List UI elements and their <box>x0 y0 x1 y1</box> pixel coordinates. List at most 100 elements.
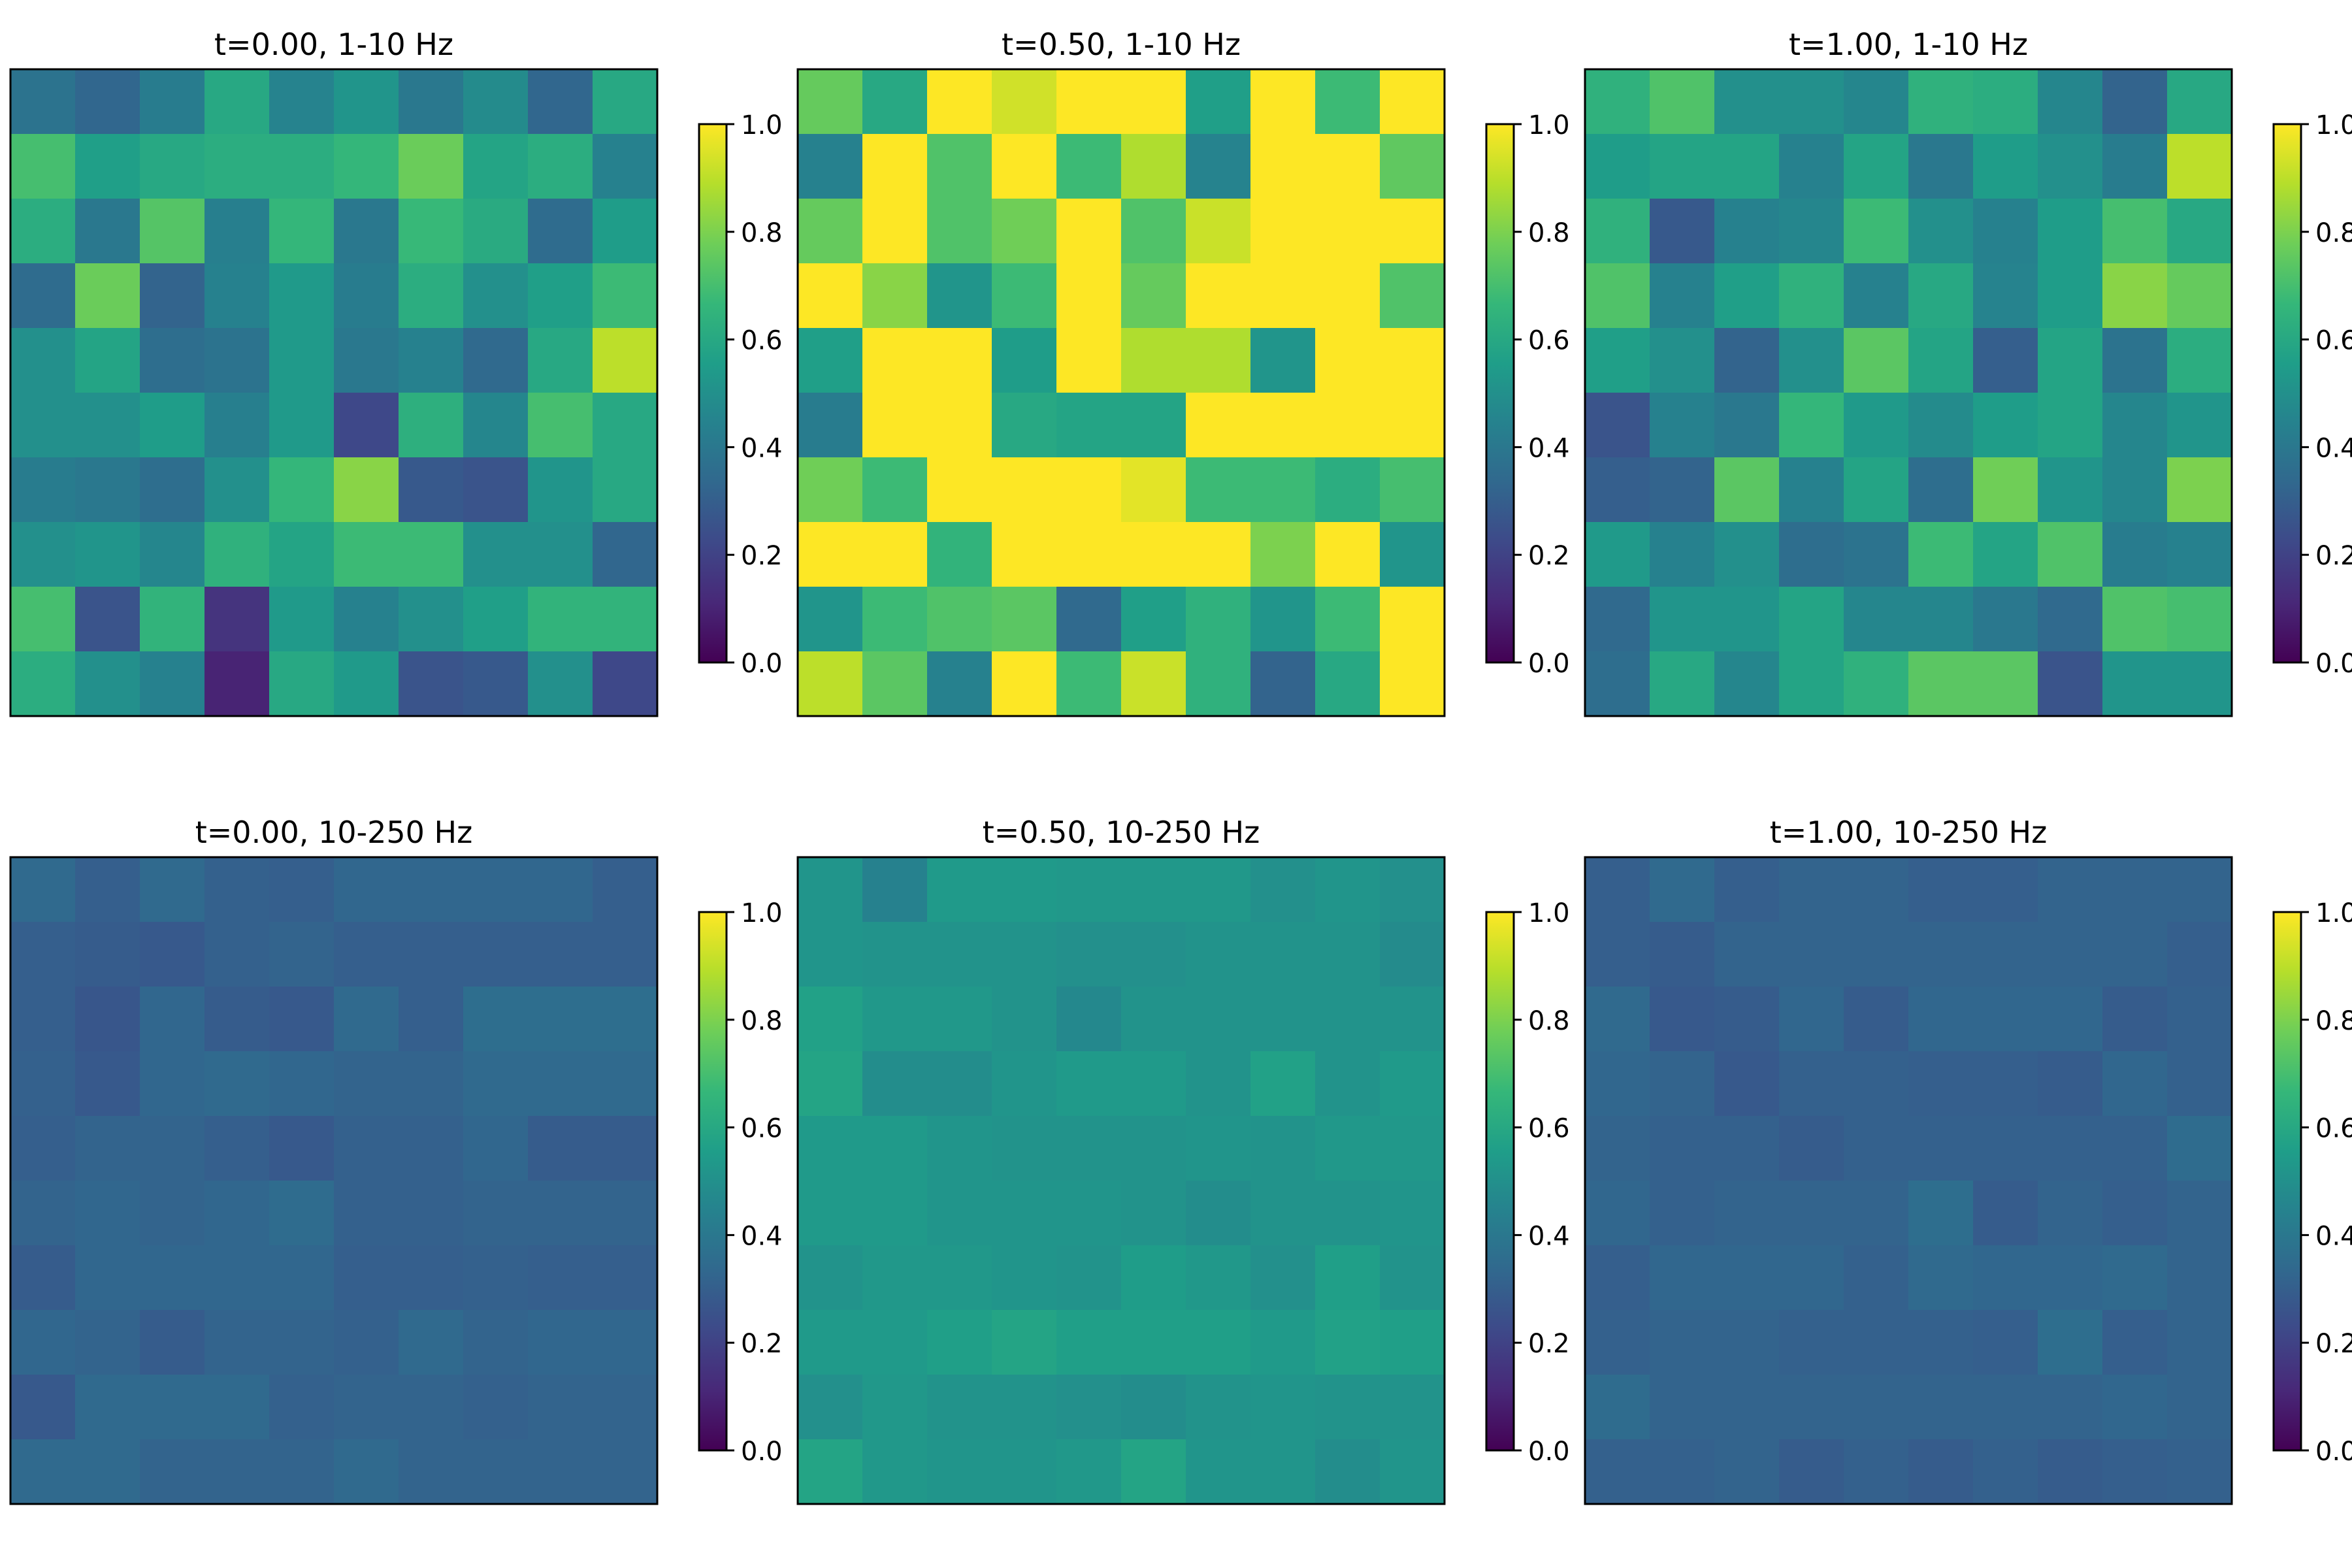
heatmap-cell <box>1714 1116 1780 1181</box>
heatmap-cell <box>1186 1310 1251 1375</box>
heatmap-cell <box>1315 522 1380 587</box>
heatmap-cell <box>2102 393 2168 458</box>
heatmap-cell <box>1779 199 1844 264</box>
heatmap-cell <box>1121 522 1186 587</box>
heatmap-cell <box>992 1375 1057 1440</box>
heatmap-cell <box>140 1310 205 1375</box>
heatmap-cell <box>593 393 658 458</box>
heatmap-cell <box>1585 1245 1650 1311</box>
heatmap-cell <box>1650 328 1715 393</box>
heatmap-cell <box>1315 1310 1380 1375</box>
heatmap-cell <box>1779 987 1844 1052</box>
heatmap-cell <box>2038 922 2103 987</box>
heatmap-cell <box>862 1375 928 1440</box>
heatmap-cell <box>798 263 863 329</box>
heatmap-cell <box>75 522 140 587</box>
heatmap-cell <box>75 987 140 1052</box>
heatmap-cell <box>1315 393 1380 458</box>
heatmap-cell <box>1315 457 1380 523</box>
heatmap-cell <box>334 1051 399 1117</box>
heatmap-cell <box>140 922 205 987</box>
heatmap-cell <box>1315 328 1380 393</box>
heatmap-cell <box>204 328 270 393</box>
heatmap-cell <box>140 134 205 199</box>
heatmap-cell <box>798 1116 863 1181</box>
heatmap-cell <box>593 522 658 587</box>
heatmap-cell <box>2102 457 2168 523</box>
heatmap-cell <box>399 1245 464 1311</box>
heatmap-cell <box>1380 393 1445 458</box>
colorbar-tick-label: 0.8 <box>741 218 783 248</box>
heatmap-cell <box>463 587 529 652</box>
heatmap-cell <box>2167 134 2232 199</box>
heatmap-frame <box>796 856 1446 1505</box>
heatmap-cell <box>269 1375 335 1440</box>
heatmap-cell <box>2038 1245 2103 1311</box>
heatmap-cell <box>927 922 992 987</box>
heatmap-cell <box>10 987 76 1052</box>
heatmap-cell <box>2167 1439 2232 1505</box>
heatmap-frame <box>1584 68 2233 717</box>
heatmap-cell <box>992 587 1057 652</box>
heatmap-cell <box>1380 69 1445 135</box>
heatmap-cell <box>1186 922 1251 987</box>
heatmap-cell <box>1380 651 1445 717</box>
heatmap-cell <box>1186 199 1251 264</box>
heatmap-cell <box>927 199 992 264</box>
heatmap-cell <box>1380 1245 1445 1311</box>
heatmap-cell <box>10 457 76 523</box>
heatmap-cell <box>862 1439 928 1505</box>
heatmap-cell <box>593 1116 658 1181</box>
heatmap-cell <box>1585 263 1650 329</box>
heatmap-panel: t=0.00, 10-250 Hz 0.0 0.2 0.4 0.6 0.8 1.0 <box>9 815 783 1505</box>
heatmap-cell <box>1714 457 1780 523</box>
heatmap-cell <box>1973 1181 2038 1246</box>
heatmap-cell <box>992 263 1057 329</box>
heatmap-cell <box>463 1375 529 1440</box>
heatmap-cell <box>1714 134 1780 199</box>
heatmap-cell <box>334 328 399 393</box>
heatmap-cell <box>140 1116 205 1181</box>
heatmap-cell <box>528 263 593 329</box>
heatmap-cell <box>463 1245 529 1311</box>
heatmap-cell <box>1779 857 1844 923</box>
heatmap-cell <box>463 393 529 458</box>
colorbar-tick-label: 1.0 <box>741 898 783 928</box>
heatmap-cell <box>927 651 992 717</box>
heatmap-cell <box>1585 922 1650 987</box>
heatmap-cell <box>927 987 992 1052</box>
heatmap-cell <box>2102 328 2168 393</box>
heatmap-cell <box>1121 199 1186 264</box>
heatmap-cell <box>593 857 658 923</box>
heatmap-cell <box>10 587 76 652</box>
heatmap-cell <box>1186 69 1251 135</box>
heatmap-cell <box>2167 457 2232 523</box>
heatmap-cell <box>1973 857 2038 923</box>
heatmap-cell <box>1585 522 1650 587</box>
heatmap-cell <box>463 987 529 1052</box>
heatmap-cell <box>862 134 928 199</box>
heatmap-cell <box>1908 922 1974 987</box>
heatmap-cell <box>204 69 270 135</box>
heatmap-cell <box>862 69 928 135</box>
colorbar-tick-label: 0.8 <box>1528 1006 1570 1036</box>
heatmap-cell <box>269 1181 335 1246</box>
colorbar <box>2272 123 2302 664</box>
heatmap-cell <box>1315 1181 1380 1246</box>
heatmap-cell <box>528 651 593 717</box>
heatmap-cell <box>1908 199 1974 264</box>
heatmap-cell <box>1056 263 1122 329</box>
heatmap-cell <box>204 393 270 458</box>
heatmap-cell <box>334 1375 399 1440</box>
heatmap-cell <box>269 587 335 652</box>
heatmap-cell <box>10 922 76 987</box>
heatmap-cell <box>1908 69 1974 135</box>
colorbar-tick-label: 1.0 <box>2315 110 2352 140</box>
heatmap-cell <box>1056 1310 1122 1375</box>
heatmap-cell <box>862 922 928 987</box>
colorbar <box>698 123 728 664</box>
heatmap-cell <box>204 922 270 987</box>
heatmap-cell <box>2102 134 2168 199</box>
heatmap-cell <box>1250 857 1316 923</box>
